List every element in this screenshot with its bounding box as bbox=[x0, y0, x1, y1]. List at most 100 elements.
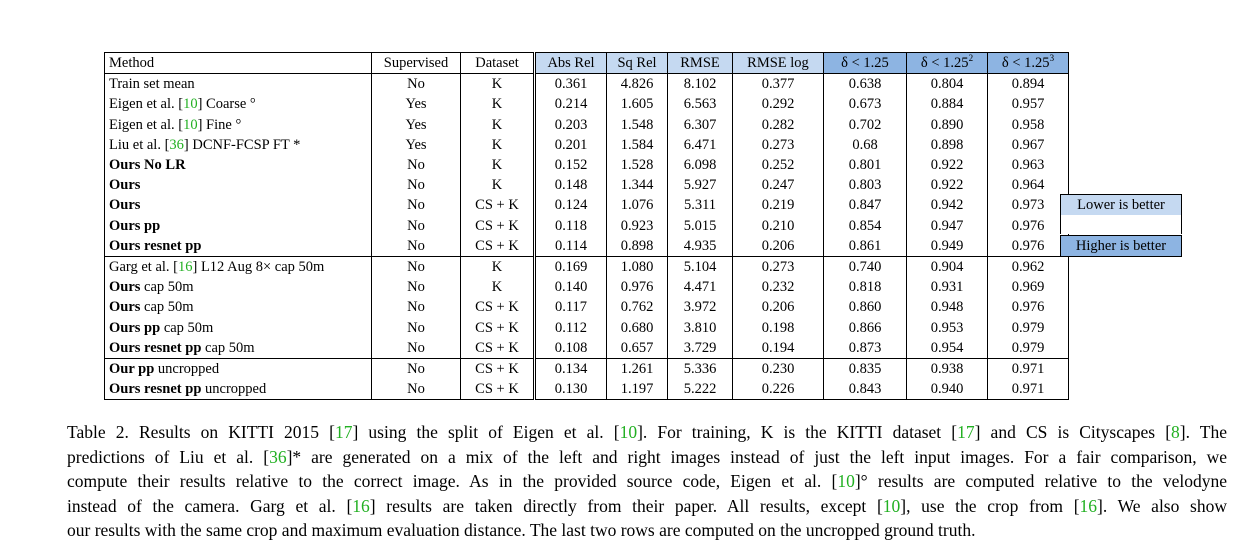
citation-link[interactable]: 10 bbox=[837, 471, 855, 491]
header-supervised: Supervised bbox=[371, 51, 461, 75]
header-method: Method bbox=[104, 51, 372, 75]
cell-method: Ours resnet pp bbox=[104, 235, 372, 257]
table-header-row: Method Supervised Dataset Abs Rel Sq Rel… bbox=[104, 51, 1069, 75]
cell-delta3: 0.971 bbox=[987, 379, 1069, 401]
citation-link[interactable]: 10 bbox=[183, 96, 198, 113]
cell-delta1: 0.866 bbox=[823, 317, 907, 338]
cell-abs-rel: 0.152 bbox=[534, 154, 607, 176]
cell-delta2: 0.947 bbox=[906, 215, 988, 236]
citation-link[interactable]: 36 bbox=[269, 446, 287, 467]
cell-method: Ours pp cap 50m bbox=[104, 317, 372, 338]
cell-dataset: CS + K bbox=[460, 337, 536, 359]
results-table: Method Supervised Dataset Abs Rel Sq Rel… bbox=[104, 51, 1069, 401]
cell-delta3: 0.976 bbox=[987, 235, 1069, 257]
citation-link[interactable]: 16 bbox=[177, 258, 193, 275]
cell-sq-rel: 0.923 bbox=[606, 215, 668, 236]
table-row: Liu et al. [36] DCNF-FCSP FT * Yes K 0.201 1… bbox=[104, 134, 1069, 155]
cell-method: Ours bbox=[104, 175, 372, 196]
header-delta1: δ < 1.25 bbox=[823, 51, 907, 75]
cell-delta2: 0.949 bbox=[906, 235, 988, 257]
cell-sq-rel: 1.605 bbox=[606, 94, 668, 115]
cell-delta1: 0.740 bbox=[823, 255, 907, 278]
cell-delta3: 0.963 bbox=[987, 154, 1069, 176]
cell-method: Our pp uncropped bbox=[104, 357, 372, 379]
cell-dataset: K bbox=[460, 73, 536, 95]
citation-link[interactable]: 17 bbox=[957, 422, 975, 442]
table-row: Our pp uncropped No CS + K 0.134 1.261 5.336 0… bbox=[104, 357, 1069, 379]
caption-text: ], use the crop from [ bbox=[900, 495, 1080, 516]
cell-rmse-log: 0.273 bbox=[732, 255, 824, 278]
cell-supervised: No bbox=[371, 195, 461, 216]
cell-sq-rel: 1.344 bbox=[606, 175, 668, 196]
caption-text: instead of the camera. Garg et al. [ bbox=[67, 495, 353, 516]
citation-link[interactable]: 10 bbox=[882, 495, 901, 516]
cell-delta2: 0.953 bbox=[906, 317, 988, 338]
cell-rmse-log: 0.219 bbox=[732, 195, 824, 216]
cell-sq-rel: 1.080 bbox=[606, 255, 668, 278]
cell-dataset: CS + K bbox=[460, 235, 536, 257]
cell-delta1: 0.861 bbox=[823, 235, 907, 257]
cell-delta3: 0.964 bbox=[987, 175, 1069, 196]
citation-link[interactable]: 36 bbox=[169, 136, 184, 153]
citation-link[interactable]: 10 bbox=[619, 422, 638, 442]
citation-link[interactable]: 16 bbox=[1079, 495, 1098, 516]
cell-rmse-log: 0.206 bbox=[732, 235, 824, 257]
cell-method: Ours cap 50m bbox=[104, 277, 372, 298]
cell-rmse-log: 0.292 bbox=[732, 94, 824, 115]
citation-link[interactable]: 10 bbox=[183, 116, 198, 133]
cell-method: Eigen et al. [10] Fine ° bbox=[104, 114, 372, 135]
header-rmse: RMSE bbox=[667, 51, 733, 75]
cell-method: Ours cap 50m bbox=[104, 297, 372, 318]
cell-sq-rel: 1.076 bbox=[606, 195, 668, 216]
caption-text: our results with the same crop and maxim… bbox=[67, 520, 976, 540]
cell-abs-rel: 0.118 bbox=[534, 215, 607, 236]
cell-rmse-log: 0.377 bbox=[732, 73, 824, 95]
cell-rmse-log: 0.194 bbox=[732, 337, 824, 359]
cell-sq-rel: 0.898 bbox=[606, 235, 668, 257]
header-delta2: δ < 1.252 bbox=[906, 51, 988, 75]
cell-supervised: No bbox=[371, 175, 461, 196]
header-sq-rel: Sq Rel bbox=[606, 51, 668, 75]
cell-delta2: 0.938 bbox=[906, 357, 988, 379]
cell-sq-rel: 0.976 bbox=[606, 277, 668, 298]
cell-supervised: No bbox=[371, 154, 461, 176]
caption-text: ]. The bbox=[1179, 422, 1227, 442]
cell-rmse-log: 0.252 bbox=[732, 154, 824, 176]
cell-dataset: CS + K bbox=[460, 297, 536, 318]
cell-rmse-log: 0.230 bbox=[732, 357, 824, 379]
cell-abs-rel: 0.214 bbox=[534, 94, 607, 115]
legend-spacer bbox=[1060, 215, 1182, 234]
cell-abs-rel: 0.140 bbox=[534, 277, 607, 298]
cell-delta3: 0.979 bbox=[987, 317, 1069, 338]
cell-rmse: 6.471 bbox=[667, 134, 733, 155]
header-dataset: Dataset bbox=[460, 51, 536, 75]
table-row: Eigen et al. [10] Coarse ° Yes K 0.214 1.605… bbox=[104, 94, 1069, 115]
cell-rmse: 6.563 bbox=[667, 94, 733, 115]
citation-link[interactable]: 8 bbox=[1171, 422, 1180, 442]
cell-dataset: K bbox=[460, 255, 536, 278]
cell-delta1: 0.854 bbox=[823, 215, 907, 236]
cell-sq-rel: 0.762 bbox=[606, 297, 668, 318]
cell-abs-rel: 0.108 bbox=[534, 337, 607, 359]
cell-delta3: 0.958 bbox=[987, 114, 1069, 135]
cell-delta3: 0.957 bbox=[987, 94, 1069, 115]
cell-rmse-log: 0.198 bbox=[732, 317, 824, 338]
cell-delta1: 0.860 bbox=[823, 297, 907, 318]
cell-rmse: 3.810 bbox=[667, 317, 733, 338]
cell-rmse-log: 0.232 bbox=[732, 277, 824, 298]
cell-abs-rel: 0.112 bbox=[534, 317, 607, 338]
caption-text: compute their results relative to the co… bbox=[67, 471, 838, 491]
header-abs-rel: Abs Rel bbox=[534, 51, 607, 75]
caption-text: ]. For training, K is the KITTI dataset … bbox=[637, 422, 958, 442]
caption-line: predictions of Liu et al. [36]* are gene… bbox=[67, 445, 1227, 470]
cell-abs-rel: 0.117 bbox=[534, 297, 607, 318]
cell-supervised: No bbox=[371, 215, 461, 236]
cell-rmse: 6.307 bbox=[667, 114, 733, 135]
citation-link[interactable]: 17 bbox=[334, 422, 353, 442]
cell-delta2: 0.922 bbox=[906, 175, 988, 196]
cell-delta2: 0.948 bbox=[906, 297, 988, 318]
table-row: Ours No CS + K 0.124 1.076 5.311 0.219 0.847 0.9… bbox=[104, 195, 1069, 216]
cell-delta3: 0.967 bbox=[987, 134, 1069, 155]
cell-supervised: No bbox=[371, 337, 461, 359]
citation-link[interactable]: 16 bbox=[352, 495, 370, 516]
